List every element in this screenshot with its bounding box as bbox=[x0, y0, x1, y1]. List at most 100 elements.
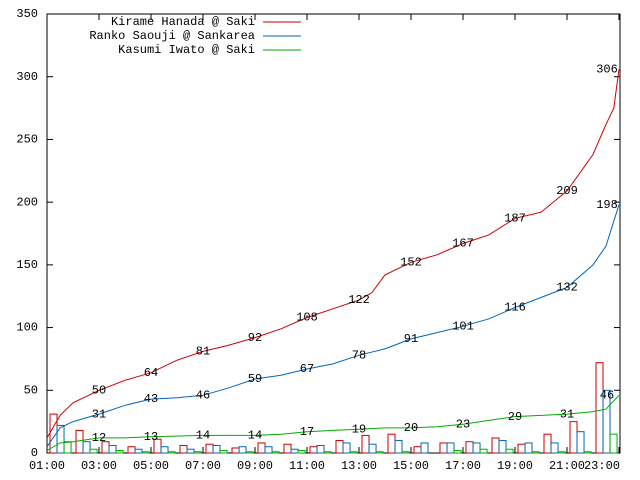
bar bbox=[349, 451, 358, 454]
bar bbox=[505, 448, 514, 454]
x-tick-label: 11:00 bbox=[289, 459, 325, 473]
bar bbox=[219, 449, 228, 454]
bar bbox=[394, 439, 403, 454]
bar bbox=[465, 441, 474, 454]
y-tick-label: 150 bbox=[16, 258, 38, 272]
data-label: 167 bbox=[452, 237, 474, 251]
x-tick-label: 05:00 bbox=[133, 459, 169, 473]
series-line bbox=[46, 204, 620, 447]
data-label: 91 bbox=[404, 332, 418, 346]
bar bbox=[271, 451, 280, 454]
data-label: 14 bbox=[248, 429, 262, 443]
data-label: 101 bbox=[452, 319, 474, 333]
bar bbox=[557, 451, 566, 454]
x-tick-label: 15:00 bbox=[393, 459, 429, 473]
bar bbox=[576, 431, 585, 454]
bar bbox=[439, 442, 448, 454]
data-label: 108 bbox=[296, 311, 318, 325]
bar bbox=[63, 441, 72, 454]
data-label: 78 bbox=[352, 348, 366, 362]
bar bbox=[264, 446, 273, 454]
y-tick-label: 0 bbox=[31, 446, 38, 460]
bar bbox=[420, 442, 429, 454]
data-label: 59 bbox=[248, 372, 262, 386]
data-label: 12 bbox=[92, 431, 106, 445]
data-label: 23 bbox=[456, 417, 470, 431]
data-label: 187 bbox=[504, 212, 526, 226]
y-tick-label: 300 bbox=[16, 70, 38, 84]
bar bbox=[375, 451, 384, 454]
data-label: 31 bbox=[560, 407, 574, 421]
data-label: 67 bbox=[300, 362, 314, 376]
legend-label: Ranko Saouji @ Sankarea bbox=[89, 29, 255, 43]
bar bbox=[245, 451, 254, 454]
x-tick-label: 03:00 bbox=[81, 459, 117, 473]
data-label: 43 bbox=[144, 392, 158, 406]
bar bbox=[238, 446, 247, 454]
plot-frame bbox=[46, 13, 621, 454]
data-label: 116 bbox=[504, 301, 526, 315]
bar bbox=[543, 433, 552, 454]
legend-label: Kasumi Iwato @ Saki bbox=[118, 43, 255, 57]
bar bbox=[56, 424, 65, 454]
data-label: 132 bbox=[556, 281, 578, 295]
bar bbox=[479, 448, 488, 454]
x-tick-label: 17:00 bbox=[445, 459, 481, 473]
bar bbox=[531, 451, 540, 454]
data-label: 81 bbox=[196, 345, 210, 359]
bar bbox=[569, 421, 578, 454]
bar bbox=[160, 446, 169, 454]
data-label: 20 bbox=[404, 421, 418, 435]
bar bbox=[193, 451, 202, 454]
series-line bbox=[46, 394, 620, 451]
data-label: 152 bbox=[400, 256, 422, 270]
bar bbox=[368, 443, 377, 454]
data-label: 122 bbox=[348, 293, 370, 307]
data-label: 209 bbox=[556, 184, 578, 198]
x-tick-label: 23:00 bbox=[584, 459, 620, 473]
bar bbox=[186, 448, 195, 454]
bar bbox=[297, 449, 306, 454]
bar bbox=[453, 449, 462, 454]
x-tick-label: 07:00 bbox=[185, 459, 221, 473]
x-tick-label: 01:00 bbox=[29, 459, 65, 473]
bar bbox=[323, 451, 332, 454]
series-line bbox=[46, 69, 620, 439]
bar bbox=[472, 442, 481, 454]
bar bbox=[550, 442, 559, 454]
data-label: 46 bbox=[196, 388, 210, 402]
bar bbox=[361, 434, 370, 454]
bar bbox=[167, 451, 176, 454]
bar bbox=[491, 437, 500, 454]
data-label: 198 bbox=[596, 198, 618, 212]
bar bbox=[212, 444, 221, 454]
bar bbox=[108, 444, 117, 454]
x-tick-label: 09:00 bbox=[237, 459, 273, 473]
bar bbox=[498, 439, 507, 454]
bar bbox=[115, 449, 124, 454]
data-label: 14 bbox=[196, 429, 210, 443]
bar bbox=[179, 444, 188, 454]
bar bbox=[75, 429, 84, 454]
bar bbox=[82, 441, 91, 454]
bar bbox=[290, 448, 299, 454]
bar bbox=[524, 442, 533, 454]
data-label: 306 bbox=[596, 62, 618, 76]
bar bbox=[153, 438, 162, 454]
bar bbox=[205, 443, 214, 454]
data-label: 46 bbox=[600, 388, 614, 402]
data-label: 64 bbox=[144, 366, 158, 380]
data-label: 13 bbox=[144, 430, 158, 444]
bar bbox=[413, 446, 422, 454]
bar bbox=[387, 433, 396, 454]
data-label: 29 bbox=[508, 410, 522, 424]
bar bbox=[602, 389, 611, 454]
bar bbox=[446, 442, 455, 454]
y-tick-label: 100 bbox=[16, 321, 38, 335]
bar bbox=[141, 451, 150, 454]
bar bbox=[609, 433, 618, 454]
y-tick-label: 50 bbox=[24, 383, 38, 397]
bar bbox=[342, 442, 351, 454]
